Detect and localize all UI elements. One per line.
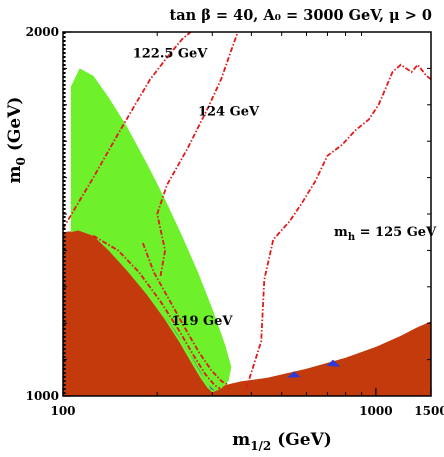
x-axis-label: m1/2 (GeV) xyxy=(232,430,332,453)
higgs-mass-contour-125 xyxy=(245,63,432,389)
y-axis-label: m0 (GeV) xyxy=(5,97,28,184)
contour-label: 119 GeV xyxy=(171,314,233,329)
x-tick-label: 1500 xyxy=(414,404,444,418)
contour-label: 124 GeV xyxy=(198,105,260,120)
y-axis-label-unit: (GeV) xyxy=(5,97,25,158)
higgs-mass-contour-122-5 xyxy=(62,31,192,230)
contour-label: 122.5 GeV xyxy=(133,46,209,61)
x-axis-label-sub: 1/2 xyxy=(250,439,271,453)
higgs-mass-contour-unlabeled-4 xyxy=(142,242,229,386)
bsg-blob-1 xyxy=(287,371,301,378)
relic-density-band xyxy=(70,68,232,393)
y-axis-label-sub: 0 xyxy=(14,157,28,165)
charged-lsp-region xyxy=(63,230,431,396)
y-axis-label-main: m xyxy=(5,165,25,183)
higgs-mass-contour-119 xyxy=(92,235,221,390)
x-tick-label: 100 xyxy=(50,404,75,418)
contour-label: mh = 125 GeV xyxy=(334,225,437,243)
higgs-mass-contour-124 xyxy=(156,31,239,277)
y-tick-label: 2000 xyxy=(26,25,59,39)
chart-title: tan β = 40, A₀ = 3000 GeV, μ > 0 xyxy=(170,7,432,24)
regions-layer xyxy=(63,68,431,396)
bsg-blob-2 xyxy=(326,359,341,367)
y-tick-label: 1000 xyxy=(26,389,59,403)
contours-layer xyxy=(62,31,432,390)
contour-labels-layer: 122.5 GeV 124 GeV mh = 125 GeV 119 GeV xyxy=(133,46,437,329)
x-axis-label-unit: (GeV) xyxy=(271,430,332,450)
x-axis-label-main: m xyxy=(232,430,250,450)
x-tick-label: 1000 xyxy=(359,404,392,418)
